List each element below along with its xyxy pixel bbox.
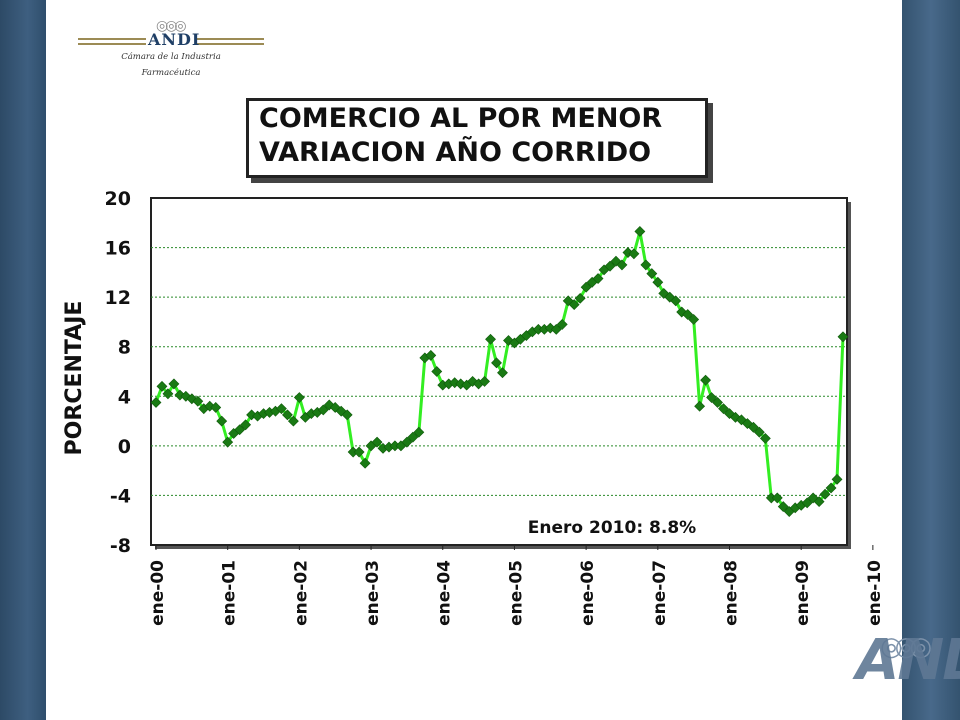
data-point-marker [168, 378, 180, 390]
y-tick-label: 16 [105, 238, 131, 260]
data-point-marker [837, 331, 849, 343]
data-point-marker [293, 392, 305, 403]
data-point-marker [192, 395, 204, 407]
logo-caption-line1: Cámara de la Industria [121, 52, 221, 62]
data-point-marker [640, 259, 652, 271]
data-point-marker [210, 402, 222, 413]
data-point-marker [777, 501, 789, 513]
x-tick-label: ene-04 [435, 560, 455, 626]
data-point-marker [747, 421, 759, 433]
data-point-marker [485, 333, 496, 345]
data-point-marker [694, 400, 706, 412]
data-point-marker [688, 314, 700, 325]
chart-title-line1: COMERCIO AL POR MENOR [259, 103, 663, 134]
data-point-marker [413, 426, 425, 438]
y-tick-label: 0 [118, 436, 131, 458]
left-decorative-band [0, 0, 46, 720]
data-point-marker [712, 397, 723, 408]
logo-wordmark: ANDI [148, 30, 201, 49]
data-point-marker [431, 366, 443, 377]
x-tick-label: ene-10 [865, 560, 885, 626]
chart-annotation: Enero 2010: 8.8% [528, 518, 696, 538]
x-tick-label: ene-07 [650, 560, 670, 626]
data-point-marker [479, 375, 490, 387]
x-tick-label: ene-08 [721, 560, 741, 626]
data-point-marker [771, 492, 783, 504]
data-point-marker [162, 388, 174, 400]
data-point-marker [670, 295, 682, 307]
data-point-marker [652, 276, 664, 288]
chart-title-box: COMERCIO AL POR MENOR VARIACION AÑO CORR… [246, 98, 708, 178]
data-point-marker [240, 419, 252, 431]
x-tick-label: ene-05 [506, 560, 526, 626]
y-tick-label: 12 [105, 287, 131, 309]
data-point-marker [556, 318, 568, 330]
data-point-marker [813, 496, 825, 508]
y-tick-label: 8 [118, 337, 131, 359]
data-point-marker [700, 374, 712, 386]
data-point-marker [216, 415, 228, 427]
logo-caption-line2: Farmacéutica [141, 68, 201, 78]
data-point-marker [628, 248, 640, 260]
data-point-marker [371, 436, 383, 448]
y-tick-label: -4 [110, 485, 131, 507]
data-point-marker [550, 323, 562, 335]
data-point-marker [425, 349, 437, 361]
data-point-marker [401, 436, 413, 448]
x-tick-label: ene-00 [148, 560, 168, 626]
data-point-marker [831, 473, 843, 485]
data-point-marker [359, 457, 371, 469]
watermark-rings-icon: ◎◎◎ [880, 632, 932, 662]
data-point-marker [825, 482, 837, 494]
data-point-marker [353, 446, 365, 458]
data-point-marker [491, 357, 502, 369]
data-point-marker [150, 397, 162, 408]
data-point-marker [819, 488, 831, 500]
data-point-marker [753, 426, 765, 438]
data-point-marker [718, 403, 729, 415]
y-tick-label: 4 [118, 386, 131, 408]
data-point-marker [646, 268, 658, 280]
data-point-marker [287, 415, 299, 427]
data-point-marker [801, 497, 813, 509]
data-point-marker [276, 403, 287, 415]
data-point-marker [222, 436, 234, 448]
data-point-marker [634, 226, 646, 237]
x-tick-label: ene-03 [363, 560, 383, 626]
right-decorative-band [902, 0, 960, 720]
y-axis-label: PORCENTAJE [62, 301, 87, 456]
x-tick-label: ene-09 [793, 560, 813, 626]
data-point-marker [592, 273, 604, 284]
data-point-marker [759, 432, 771, 444]
data-point-marker [234, 424, 246, 436]
x-tick-label: ene-01 [220, 560, 240, 626]
x-tick-label: ene-06 [578, 560, 598, 626]
data-point-marker [317, 404, 329, 416]
data-point-marker [616, 259, 628, 271]
data-point-marker [574, 292, 586, 304]
data-point-marker [497, 367, 508, 379]
data-point-marker [706, 392, 717, 403]
data-point-marker [282, 409, 293, 421]
data-point-marker [568, 299, 580, 311]
chart-title-line2: VARIACION AÑO CORRIDO [259, 137, 652, 168]
data-point-marker [341, 409, 353, 421]
data-point-marker [682, 309, 694, 320]
data-point-marker [407, 431, 419, 443]
data-point-marker [604, 260, 616, 272]
data-point-marker [580, 281, 592, 293]
data-point-marker [156, 380, 168, 392]
y-tick-label: -8 [110, 535, 131, 557]
andi-logo: ◎◎◎ ANDI Cámara de la Industria Farmacéu… [78, 18, 264, 88]
andi-watermark-logo: ANDI [856, 628, 960, 693]
x-tick-label: ene-02 [291, 560, 311, 626]
y-tick-label: 20 [105, 188, 131, 210]
logo-rings-icon: ◎◎◎ [156, 18, 187, 34]
